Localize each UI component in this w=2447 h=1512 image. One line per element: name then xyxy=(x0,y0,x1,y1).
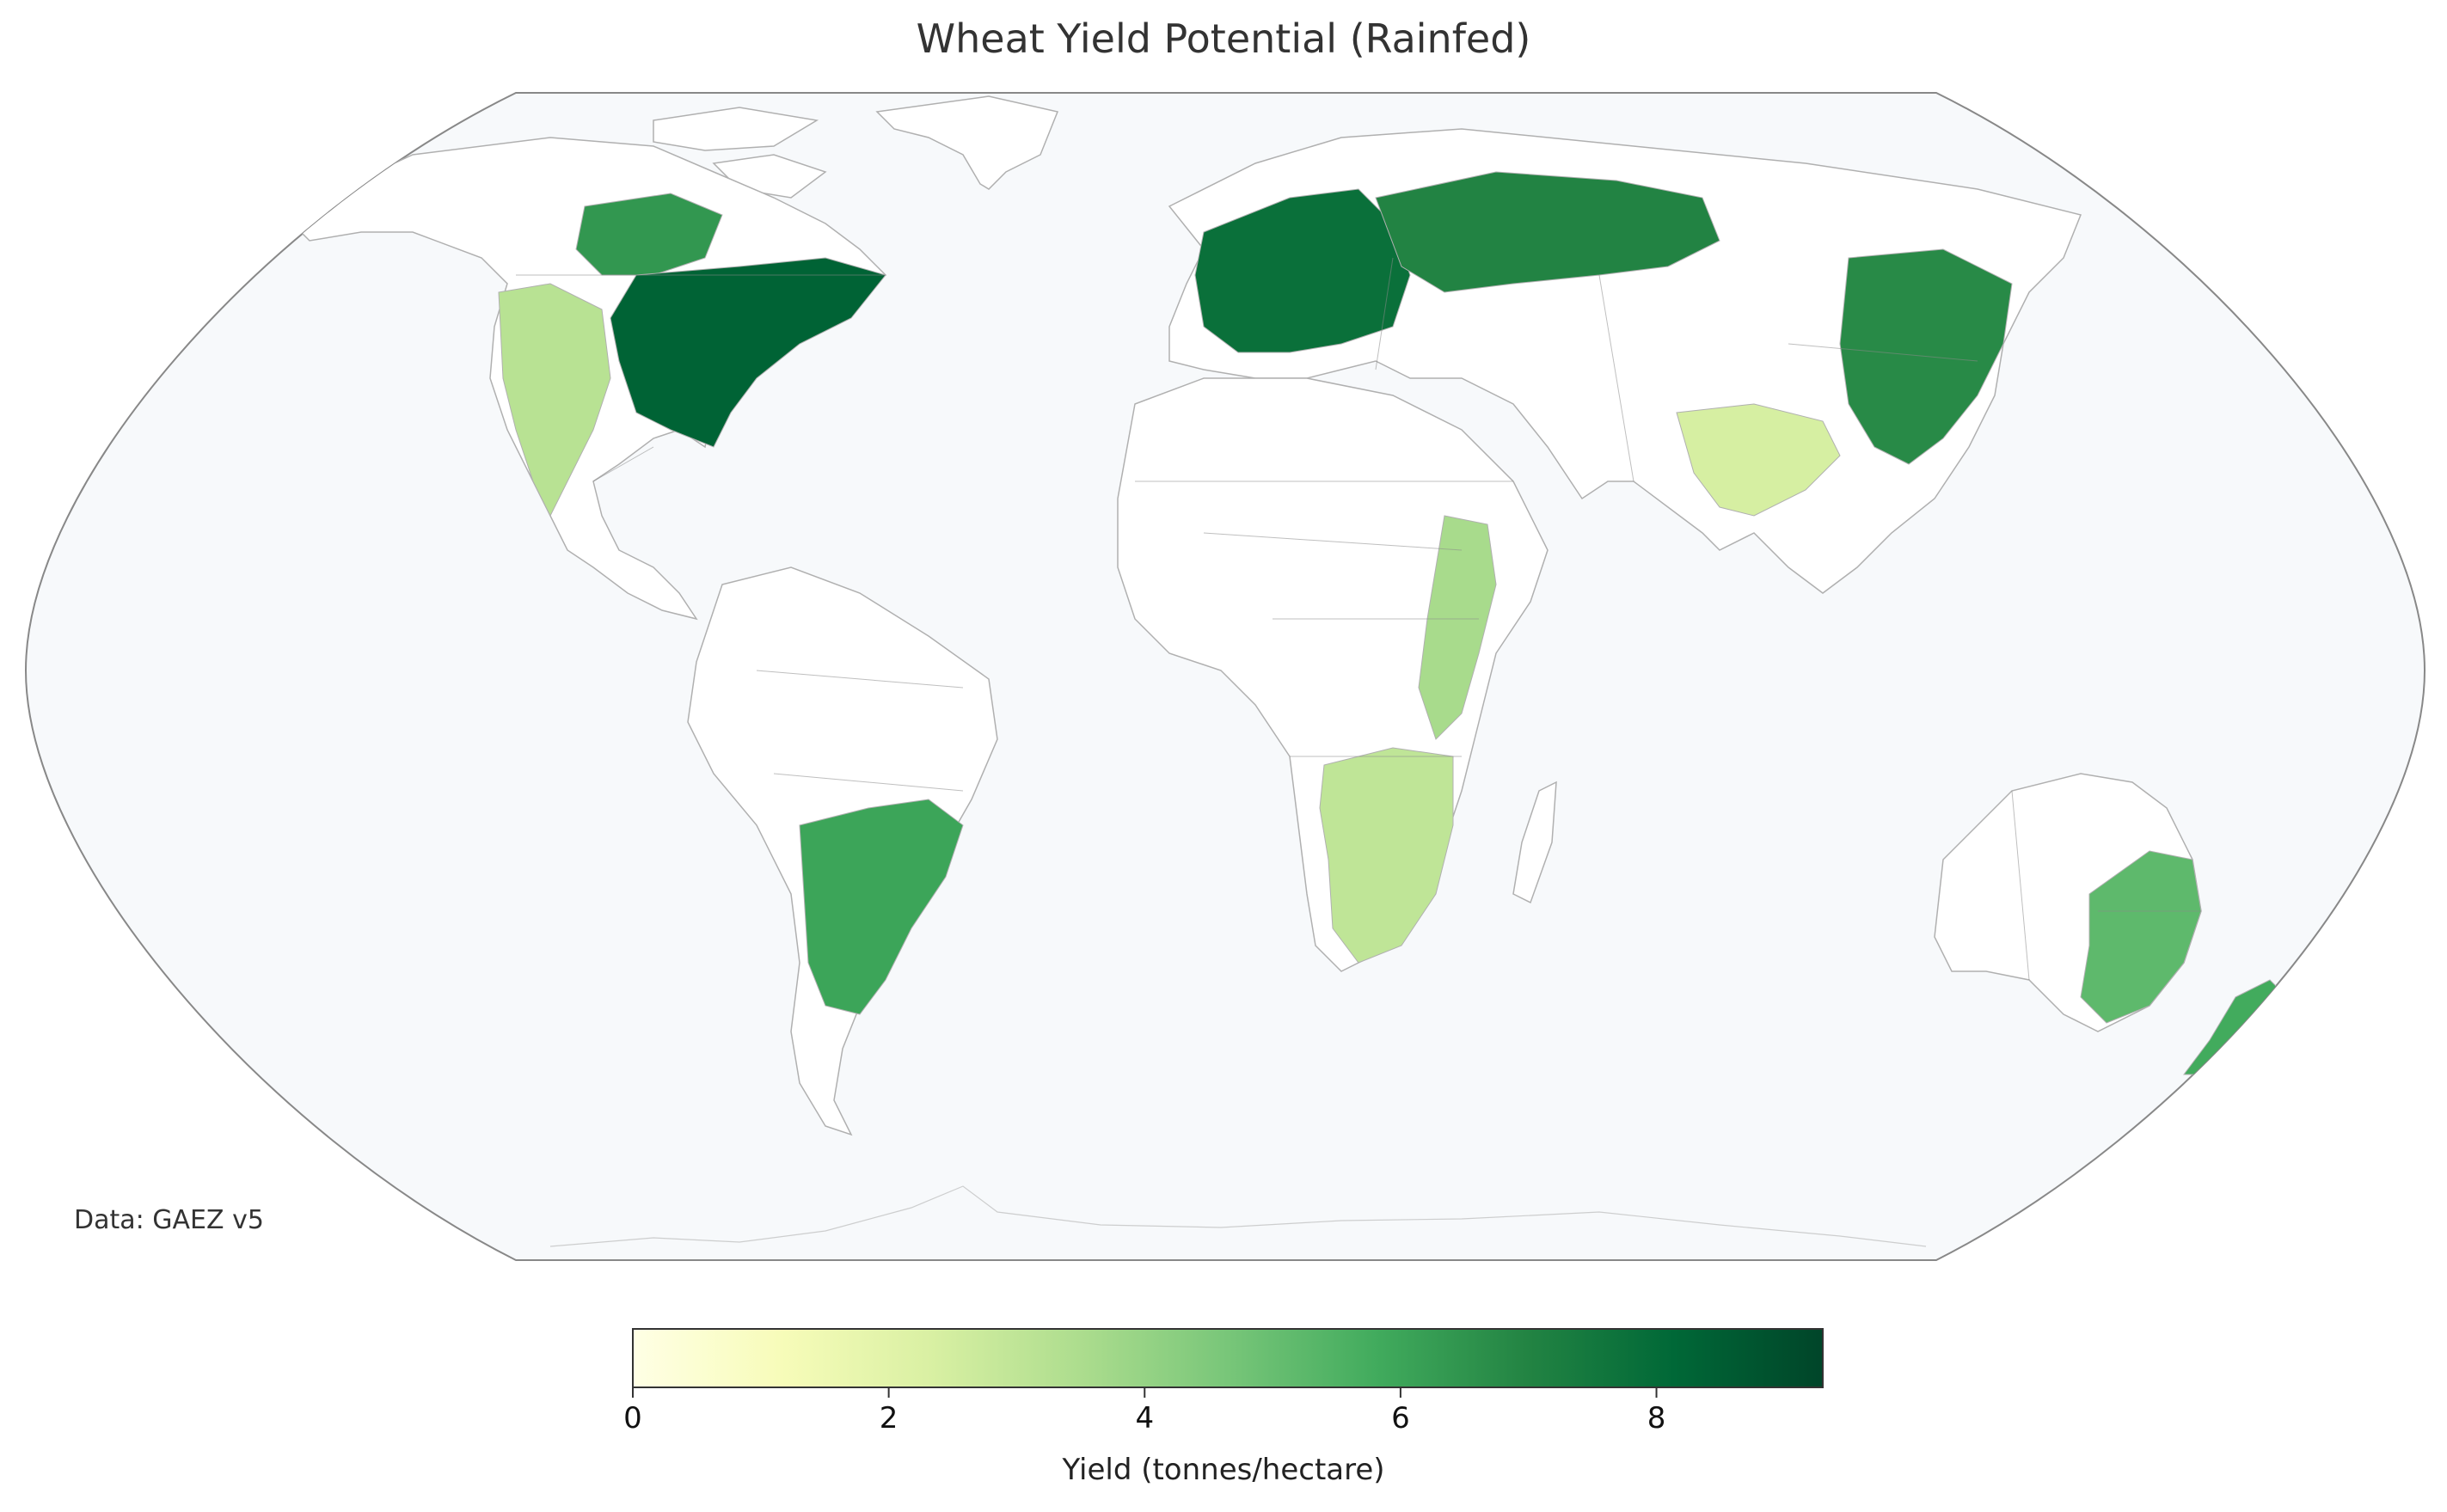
southern-africa-yield xyxy=(1319,747,1454,964)
australia-yield xyxy=(2080,850,2202,1024)
colorbar-tick-label: 0 xyxy=(623,1401,642,1435)
pampas-yield xyxy=(799,799,964,1015)
data-source-note: Data: GAEZ v5 xyxy=(74,1205,264,1235)
us-west-mexico-yield xyxy=(498,283,611,517)
antarctica-outline xyxy=(549,1185,1927,1247)
colorbar-tick-label: 2 xyxy=(879,1401,898,1435)
colorbar-gradient xyxy=(632,1328,1824,1388)
russia-yield xyxy=(1375,171,1720,293)
country-borders xyxy=(516,257,2201,981)
greenland-outline xyxy=(875,95,1059,190)
colorbar-tick-label: 8 xyxy=(1647,1401,1666,1435)
canada-prairie-yield xyxy=(575,193,723,276)
colorbar-ticks xyxy=(632,1387,1658,1398)
us-cornbelt-yield xyxy=(610,257,886,448)
colorbar-label: Yield (tonnes/hectare) xyxy=(1062,1453,1385,1487)
colorbar-tick-label: 6 xyxy=(1391,1401,1410,1435)
map-title: Wheat Yield Potential (Rainfed) xyxy=(916,15,1531,62)
europe-yield xyxy=(1194,188,1411,353)
south-asia-yield xyxy=(1676,403,1841,517)
east-africa-yield xyxy=(1418,515,1497,740)
colorbar-tick-label: 4 xyxy=(1135,1401,1155,1435)
madagascar-outline xyxy=(1512,780,1557,904)
